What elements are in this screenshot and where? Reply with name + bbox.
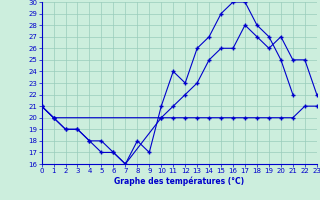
X-axis label: Graphe des températures (°C): Graphe des températures (°C) <box>114 177 244 186</box>
